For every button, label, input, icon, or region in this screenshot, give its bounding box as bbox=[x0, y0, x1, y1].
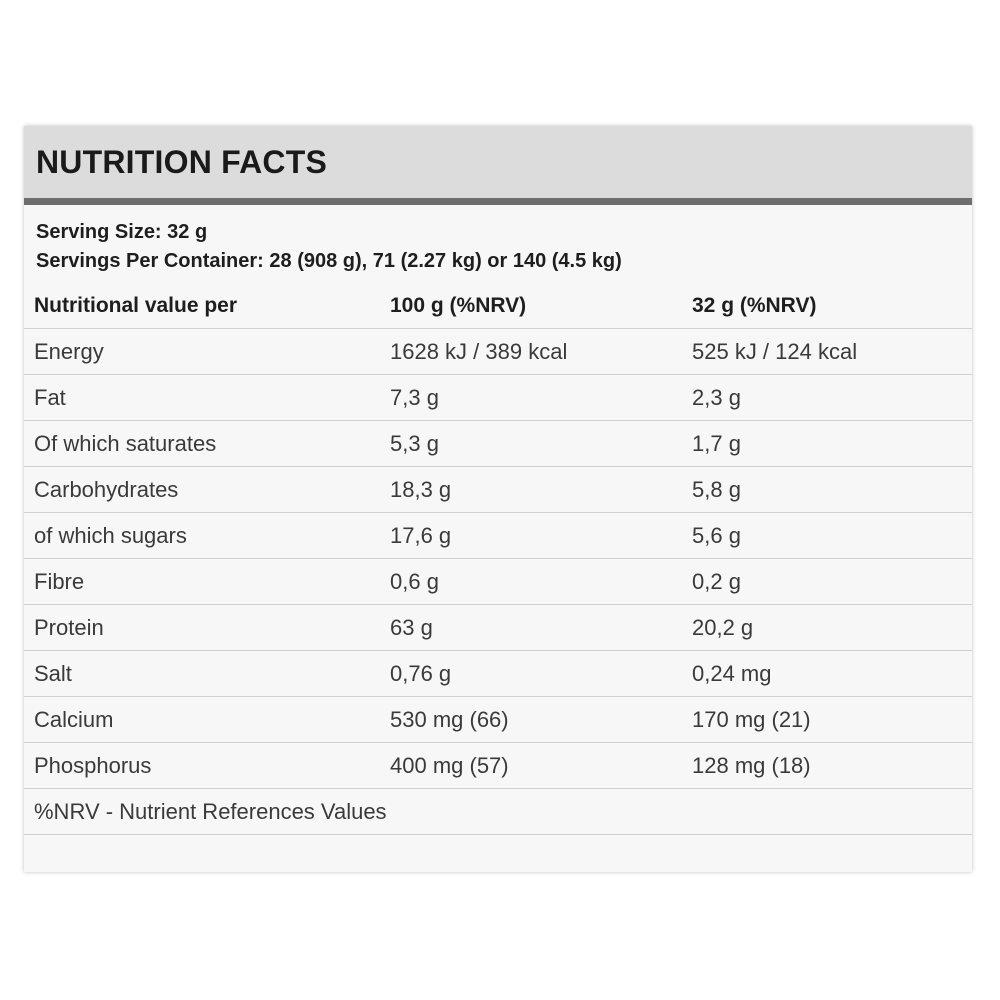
value-per-100g: 7,3 g bbox=[390, 385, 439, 410]
table-row: Calcium 530 mg (66) 170 mg (21) bbox=[24, 697, 972, 743]
footnote-row: %NRV - Nutrient References Values bbox=[24, 789, 972, 835]
nutrient-name: Calcium bbox=[34, 707, 114, 732]
page-title: NUTRITION FACTS bbox=[36, 144, 327, 180]
nutrient-name: Salt bbox=[34, 661, 72, 686]
value-per-serving: 5,8 g bbox=[692, 477, 741, 502]
value-per-100g: 18,3 g bbox=[390, 477, 452, 502]
servings-per-container: Servings Per Container: 28 (908 g), 71 (… bbox=[36, 250, 622, 272]
nutrient-name: Carbohydrates bbox=[34, 477, 179, 502]
value-per-100g: 0,6 g bbox=[390, 569, 439, 594]
nutrient-name: Of which saturates bbox=[34, 431, 217, 456]
serving-info: Serving Size: 32 g Servings Per Containe… bbox=[36, 218, 956, 276]
value-per-100g: 17,6 g bbox=[390, 523, 452, 548]
nutrient-name: Protein bbox=[34, 615, 104, 640]
column-header: Nutritional value per bbox=[34, 294, 238, 317]
column-header: 100 g (%NRV) bbox=[390, 294, 527, 317]
table-row: Phosphorus 400 mg (57) 128 mg (18) bbox=[24, 743, 972, 789]
nutrient-name: Energy bbox=[34, 339, 104, 364]
footnote: %NRV - Nutrient References Values bbox=[34, 799, 387, 824]
table-row: Salt 0,76 g 0,24 mg bbox=[24, 651, 972, 697]
value-per-serving: 525 kJ / 124 kcal bbox=[692, 339, 858, 364]
serving-size: Serving Size: 32 g bbox=[36, 221, 208, 243]
table-row: Carbohydrates 18,3 g 5,8 g bbox=[24, 467, 972, 513]
table-header-row: Nutritional value per 100 g (%NRV) 32 g … bbox=[24, 284, 972, 329]
value-per-100g: 5,3 g bbox=[390, 431, 439, 456]
nutrient-name: Phosphorus bbox=[34, 753, 152, 778]
value-per-100g: 1628 kJ / 389 kcal bbox=[390, 339, 568, 364]
table-row: of which sugars 17,6 g 5,6 g bbox=[24, 513, 972, 559]
value-per-100g: 0,76 g bbox=[390, 661, 452, 686]
table-row: Fat 7,3 g 2,3 g bbox=[24, 375, 972, 421]
header-divider bbox=[24, 198, 972, 205]
value-per-serving: 20,2 g bbox=[692, 615, 754, 640]
header-bar: NUTRITION FACTS bbox=[24, 126, 972, 198]
column-header: 32 g (%NRV) bbox=[692, 294, 817, 317]
table-row: Fibre 0,6 g 0,2 g bbox=[24, 559, 972, 605]
value-per-100g: 400 mg (57) bbox=[390, 753, 509, 778]
nutrient-name: of which sugars bbox=[34, 523, 187, 548]
value-per-serving: 170 mg (21) bbox=[692, 707, 811, 732]
table-row: Energy 1628 kJ / 389 kcal 525 kJ / 124 k… bbox=[24, 329, 972, 375]
value-per-serving: 128 mg (18) bbox=[692, 753, 811, 778]
value-per-100g: 530 mg (66) bbox=[390, 707, 509, 732]
value-per-100g: 63 g bbox=[390, 615, 433, 640]
value-per-serving: 2,3 g bbox=[692, 385, 741, 410]
nutrition-table: Nutritional value per 100 g (%NRV) 32 g … bbox=[24, 284, 972, 835]
nutrient-name: Fibre bbox=[34, 569, 85, 594]
nutrition-facts-panel: NUTRITION FACTS Serving Size: 32 g Servi… bbox=[24, 126, 972, 872]
value-per-serving: 5,6 g bbox=[692, 523, 741, 548]
value-per-serving: 1,7 g bbox=[692, 431, 741, 456]
value-per-serving: 0,2 g bbox=[692, 569, 741, 594]
table-row: Protein 63 g 20,2 g bbox=[24, 605, 972, 651]
nutrient-name: Fat bbox=[34, 385, 66, 410]
table-row: Of which saturates 5,3 g 1,7 g bbox=[24, 421, 972, 467]
value-per-serving: 0,24 mg bbox=[692, 661, 772, 686]
